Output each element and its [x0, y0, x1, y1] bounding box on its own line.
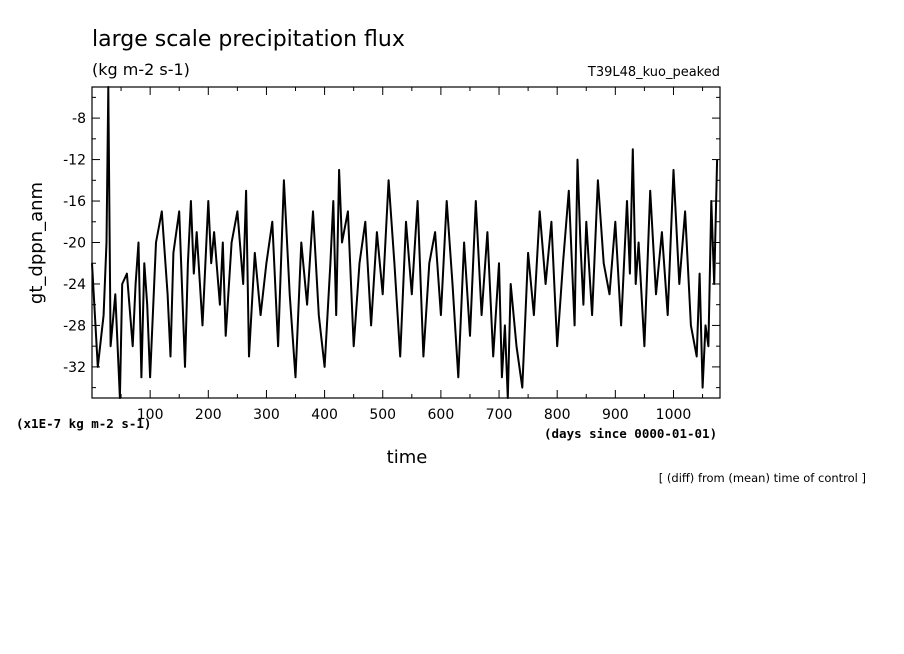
y-tick-label: -20 [63, 236, 86, 252]
y-tick-label: -16 [63, 194, 86, 210]
chart-units: (kg m-2 s-1) [92, 60, 190, 79]
x-tick-label: 700 [486, 407, 513, 423]
y-axis-ticks: -32 -28 -24 -20 -16 -12 -8 [63, 96, 720, 389]
y-tick-label: -12 [63, 153, 86, 169]
x-tick-label: 300 [253, 407, 280, 423]
y-tick-label: -24 [63, 277, 86, 293]
x-tick-label: 1000 [656, 407, 692, 423]
y-tick-label: -28 [63, 318, 86, 334]
comparison-note: [ (diff) from (mean) time of control ] [659, 471, 866, 485]
y-tick-label: -32 [63, 360, 86, 376]
x-tick-label: 800 [544, 407, 571, 423]
x-tick-label: 600 [428, 407, 455, 423]
y-tick-label: -8 [72, 111, 86, 127]
x-tick-label: 100 [137, 407, 164, 423]
x-axis-ticks: 100 200 300 400 500 600 700 800 900 1000 [120, 87, 704, 423]
experiment-label: T39L48_kuo_peaked [587, 65, 720, 80]
x-tick-label: 900 [602, 407, 629, 423]
series-line [91, 86, 719, 399]
x-axis-units: (days since 0000-01-01) [544, 426, 717, 441]
y-axis-units: (x1E-7 kg m-2 s-1) [16, 416, 151, 431]
x-tick-label: 200 [195, 407, 222, 423]
x-tick-label: 400 [311, 407, 338, 423]
chart-title: large scale precipitation flux [92, 27, 405, 52]
x-tick-label: 500 [369, 407, 396, 423]
x-axis-label: time [387, 447, 428, 468]
y-axis-label: gt_dppn_anm [26, 182, 47, 304]
